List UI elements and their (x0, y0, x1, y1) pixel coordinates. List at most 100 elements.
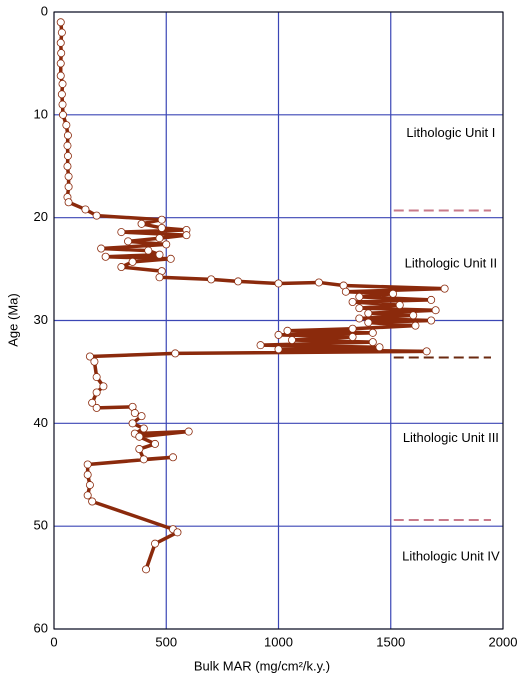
data-point (137, 412, 146, 421)
data-point (63, 151, 72, 160)
data-point (388, 289, 397, 298)
data-point (57, 90, 66, 99)
data-point (375, 343, 384, 352)
data-point (184, 427, 193, 436)
data-point (166, 254, 175, 263)
data-point (256, 341, 265, 350)
data-point (151, 439, 160, 448)
data-point (142, 565, 151, 574)
annotation: Lithologic Unit III (403, 430, 499, 445)
data-point (431, 306, 440, 315)
data-point (173, 528, 182, 537)
data-point (355, 292, 364, 301)
data-point (88, 398, 97, 407)
data-point (283, 326, 292, 335)
y-tick-label: 60 (34, 620, 48, 635)
y-tick-label: 30 (34, 312, 48, 327)
data-point (348, 332, 357, 341)
data-point (62, 121, 71, 130)
data-point (368, 338, 377, 347)
data-point (234, 277, 243, 286)
plot-frame (53, 11, 504, 630)
data-point (364, 309, 373, 318)
data-point (368, 328, 377, 337)
annotation: Lithologic Unit I (406, 125, 495, 140)
data-point (144, 246, 153, 255)
y-tick-label: 40 (34, 415, 48, 430)
data-point (57, 28, 66, 37)
data-point (162, 240, 171, 249)
y-axis-label: Age (Ma) (5, 293, 20, 346)
data-point (56, 38, 65, 47)
data-point (207, 275, 216, 284)
x-tick-label: 2000 (489, 634, 518, 649)
data-point (355, 304, 364, 313)
data-point (411, 321, 420, 330)
data-point (90, 357, 99, 366)
data-line (58, 22, 447, 570)
data-point (83, 470, 92, 479)
data-point (409, 311, 418, 320)
x-tick-label: 0 (50, 634, 57, 649)
data-point (97, 244, 106, 253)
data-point (85, 352, 94, 361)
data-point (63, 162, 72, 171)
data-point (117, 263, 126, 272)
data-point (117, 228, 126, 237)
y-tick-label: 20 (34, 209, 48, 224)
data-point (395, 301, 404, 310)
data-point (151, 539, 160, 548)
y-tick-label: 50 (34, 518, 48, 533)
data-point (58, 110, 67, 119)
data-point (155, 234, 164, 243)
data-point (83, 491, 92, 500)
data-point (168, 453, 177, 462)
x-axis-label: Bulk MAR (mg/cm²/k.y.) (194, 658, 330, 673)
data-point (427, 316, 436, 325)
data-point (128, 419, 137, 428)
data-point (101, 252, 110, 261)
y-tick-label: 0 (41, 3, 48, 18)
y-tick-label: 10 (34, 106, 48, 121)
data-point (364, 318, 373, 327)
data-point (63, 141, 72, 150)
data-point (64, 198, 73, 207)
data-point (64, 172, 73, 181)
data-point (63, 131, 72, 140)
data-point (427, 295, 436, 304)
data-point (56, 59, 65, 68)
data-point (81, 205, 90, 214)
data-point (92, 403, 101, 412)
data-point (348, 297, 357, 306)
annotation: Lithologic Unit II (405, 255, 498, 270)
data-point (274, 345, 283, 354)
data-point (130, 409, 139, 418)
data-point (124, 237, 133, 246)
data-point (155, 273, 164, 282)
data-point (314, 278, 323, 287)
data-point (135, 445, 144, 454)
data-point (348, 324, 357, 333)
data-point (341, 287, 350, 296)
data-point (171, 349, 180, 358)
data-point (92, 388, 101, 397)
data-point (155, 250, 164, 259)
data-point (58, 100, 67, 109)
data-point (440, 284, 449, 293)
data-point (92, 211, 101, 220)
annotation: Lithologic Unit IV (402, 548, 500, 563)
x-tick-label: 1500 (376, 634, 405, 649)
data-point (88, 497, 97, 506)
data-point (182, 231, 191, 240)
data-point (92, 373, 101, 382)
data-point (355, 314, 364, 323)
x-tick-label: 500 (155, 634, 177, 649)
data-point (128, 257, 137, 266)
data-point (139, 424, 148, 433)
data-point (56, 18, 65, 27)
data-point (274, 279, 283, 288)
data-point (85, 481, 94, 490)
data-point (83, 460, 92, 469)
data-point (422, 347, 431, 356)
